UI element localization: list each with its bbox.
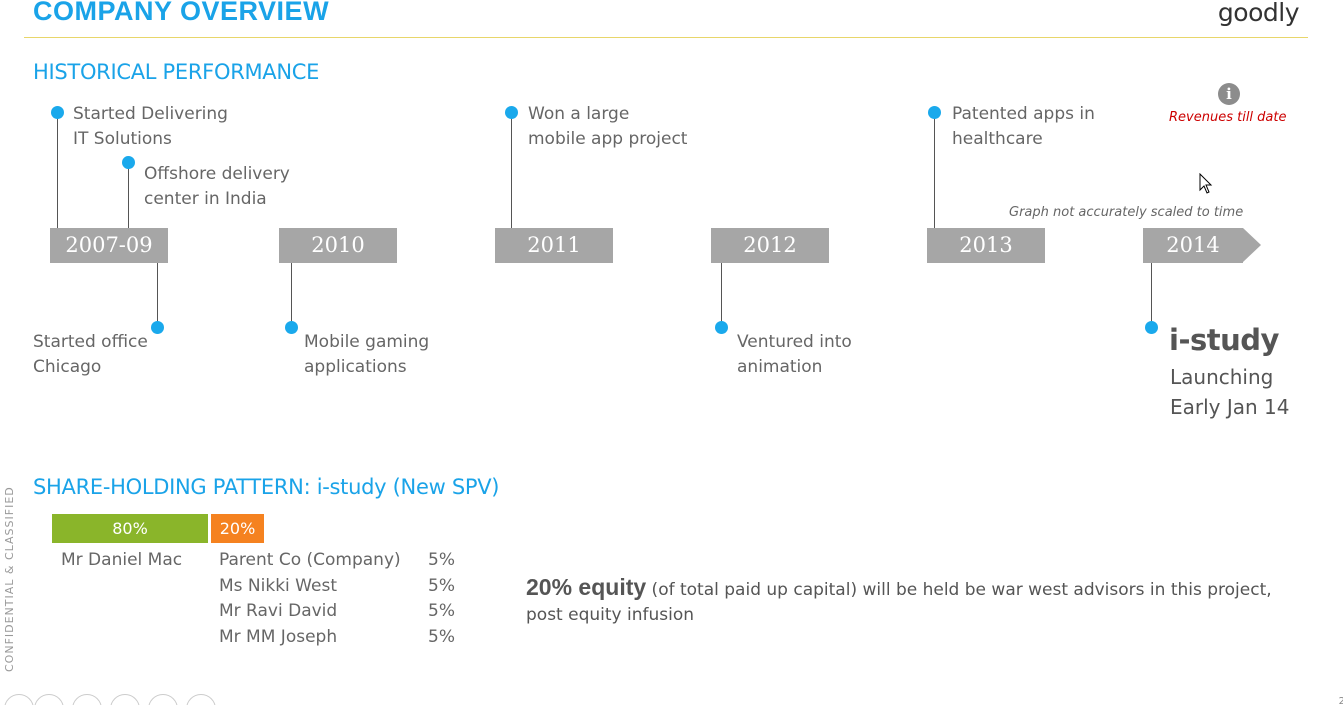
event-line: healthcare (952, 129, 1043, 149)
page-title: COMPANY OVERVIEW (33, 0, 330, 26)
toolbar-circle-icon[interactable] (4, 694, 34, 705)
event-line: Ventured into (737, 332, 852, 352)
istudy-line: Launching (1170, 365, 1274, 389)
event-dot (285, 321, 298, 334)
event-line: Mobile gaming (304, 332, 430, 352)
toolbar-circle-icon[interactable] (72, 694, 102, 705)
year-box-2011: 2011 (495, 228, 613, 263)
event-dot (51, 106, 64, 119)
event-connector (128, 162, 129, 228)
event-dot (122, 156, 135, 169)
page-number: 2 (1338, 696, 1343, 705)
year-box-2012: 2012 (711, 228, 829, 263)
event-connector (1151, 263, 1152, 327)
event-line: applications (304, 357, 407, 377)
mouse-cursor-icon (1199, 173, 1213, 194)
holder-row: Mr MM Joseph 5% (219, 625, 459, 651)
event-animation: Ventured into animation (737, 330, 852, 380)
event-line: IT Solutions (73, 129, 172, 149)
primary-holder: Mr Daniel Mac (61, 550, 183, 570)
event-dot (1145, 321, 1158, 334)
holder-name: Mr Ravi David (219, 601, 338, 621)
shareholding-heading: SHARE-HOLDING PATTERN: i-study (New SPV) (33, 475, 500, 499)
event-dot (715, 321, 728, 334)
event-dot (505, 106, 518, 119)
istudy-line: Early Jan 14 (1170, 395, 1290, 419)
event-line: center in India (144, 189, 267, 209)
event-connector (721, 263, 722, 327)
year-box-2010: 2010 (279, 228, 397, 263)
revenues-link[interactable]: Revenues till date (1169, 110, 1287, 125)
event-line: Chicago (33, 357, 102, 377)
holder-row: Parent Co (Company) 5% (219, 548, 459, 574)
event-started-office: Started office Chicago (33, 330, 148, 380)
event-won-project: Won a large mobile app project (528, 102, 687, 152)
event-dot (151, 321, 164, 334)
year-box-2013: 2013 (927, 228, 1045, 263)
historical-performance-heading: HISTORICAL PERFORMANCE (33, 60, 320, 84)
event-connector (57, 112, 58, 228)
holder-pct: 5% (428, 626, 455, 647)
event-dot (928, 106, 941, 119)
event-line: animation (737, 357, 823, 377)
holder-pct: 5% (428, 575, 455, 596)
year-box-2014: 2014 (1143, 228, 1243, 263)
year-box-2007-09: 2007-09 (50, 228, 168, 263)
other-holders-list: Parent Co (Company) 5% Ms Nikki West 5% … (219, 548, 459, 650)
equity-statement: 20% equity (of total paid up capital) wi… (526, 575, 1306, 628)
title-divider (24, 37, 1308, 38)
event-line: Won a large (528, 104, 630, 124)
share-bar-others: 20% (211, 514, 264, 543)
scale-note: Graph not accurately scaled to time (1009, 205, 1244, 220)
timeline-arrow-head (1243, 228, 1261, 262)
event-connector (157, 263, 158, 327)
holder-row: Mr Ravi David 5% (219, 599, 459, 625)
event-mobile-gaming: Mobile gaming applications (304, 330, 429, 380)
holder-pct: 5% (428, 601, 455, 621)
toolbar-circle-icon[interactable] (148, 694, 178, 705)
toolbar-circle-icon[interactable] (110, 694, 140, 705)
toolbar-circle-icon[interactable] (186, 694, 216, 705)
share-bar-primary: 80% (52, 514, 208, 543)
istudy-title: i-study (1169, 323, 1279, 357)
confidential-label: CONFIDENTIAL & CLASSIFIED (3, 486, 16, 672)
event-connector (511, 112, 512, 228)
event-patented-apps: Patented apps in healthcare (952, 102, 1095, 152)
holder-name: Parent Co (Company) (219, 550, 401, 570)
holder-row: Ms Nikki West 5% (219, 574, 459, 600)
holder-name: Mr MM Joseph (219, 626, 338, 647)
equity-detail: (of total paid up capital) will be held … (526, 580, 1272, 625)
toolbar-circle-icon[interactable] (34, 694, 64, 705)
event-line: mobile app project (528, 129, 688, 149)
event-offshore-delivery: Offshore delivery center in India (144, 162, 290, 212)
holder-pct: 5% (428, 550, 455, 570)
istudy-launch-text: Launching Early Jan 14 (1170, 362, 1290, 422)
company-logo: goodly (1217, 0, 1300, 27)
event-line: Started office (33, 332, 148, 352)
equity-highlight: 20% equity (526, 574, 647, 600)
event-started-delivering: Started Delivering IT Solutions (73, 102, 228, 152)
event-connector (934, 112, 935, 228)
event-line: Patented apps in (952, 104, 1095, 124)
event-line: Offshore delivery (144, 164, 290, 184)
info-icon[interactable]: i (1218, 83, 1240, 105)
holder-name: Ms Nikki West (219, 575, 337, 596)
event-line: Started Delivering (73, 104, 228, 124)
event-connector (291, 263, 292, 327)
